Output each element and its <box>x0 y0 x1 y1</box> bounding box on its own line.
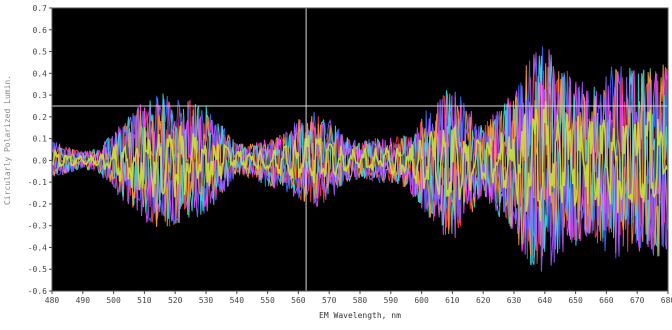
y-axis-title: Circularly Polarized Lumin. <box>3 75 12 205</box>
x-tick-label: 560 <box>291 296 306 305</box>
x-tick-label: 590 <box>384 296 399 305</box>
x-tick-label: 640 <box>538 296 553 305</box>
x-tick-label: 550 <box>260 296 275 305</box>
x-tick-label: 600 <box>414 296 429 305</box>
x-tick-label: 620 <box>476 296 491 305</box>
x-tick-label: 530 <box>199 296 214 305</box>
x-tick-label: 680 <box>661 296 672 305</box>
y-tick-label: -0.1 <box>28 178 47 187</box>
y-tick-label: 0.6 <box>33 26 48 35</box>
x-tick-label: 660 <box>599 296 614 305</box>
cursor-crosshair[interactable] <box>52 8 668 291</box>
y-tick-label: 0.1 <box>33 135 48 144</box>
x-axis-title: EM Wavelength, nm <box>319 311 401 320</box>
y-tick-label: 0.5 <box>33 48 48 57</box>
y-tick-label: 0.4 <box>33 69 48 78</box>
x-tick-label: 570 <box>322 296 337 305</box>
y-tick-label: 0.3 <box>33 91 48 100</box>
axes: 480 490 500 510 520 530 540 550 560 570 580 590 600 6… <box>28 4 672 305</box>
x-tick-label: 540 <box>230 296 245 305</box>
y-tick-label: -0.5 <box>28 265 47 274</box>
spectrum-trace-0 <box>51 101 669 222</box>
y-tick-label: 0.2 <box>33 113 48 122</box>
y-tick-label: 0.0 <box>33 156 48 165</box>
x-tick-label: 670 <box>630 296 645 305</box>
x-tick-label: 610 <box>445 296 460 305</box>
y-tick-label: -0.2 <box>28 200 47 209</box>
y-tick-label: 0.7 <box>33 4 48 13</box>
x-tick-label: 510 <box>137 296 152 305</box>
spectra-traces <box>51 46 669 272</box>
y-tick-label: -0.3 <box>28 222 47 231</box>
x-tick-label: 580 <box>353 296 368 305</box>
y-tick-label: -0.6 <box>28 287 47 296</box>
x-tick-label: 650 <box>568 296 583 305</box>
x-tick-label: 480 <box>45 296 60 305</box>
x-tick-label: 520 <box>168 296 183 305</box>
x-tick-label: 500 <box>106 296 121 305</box>
x-tick-label: 490 <box>76 296 91 305</box>
x-tick-label: 630 <box>507 296 522 305</box>
y-tick-label: -0.4 <box>28 243 47 252</box>
